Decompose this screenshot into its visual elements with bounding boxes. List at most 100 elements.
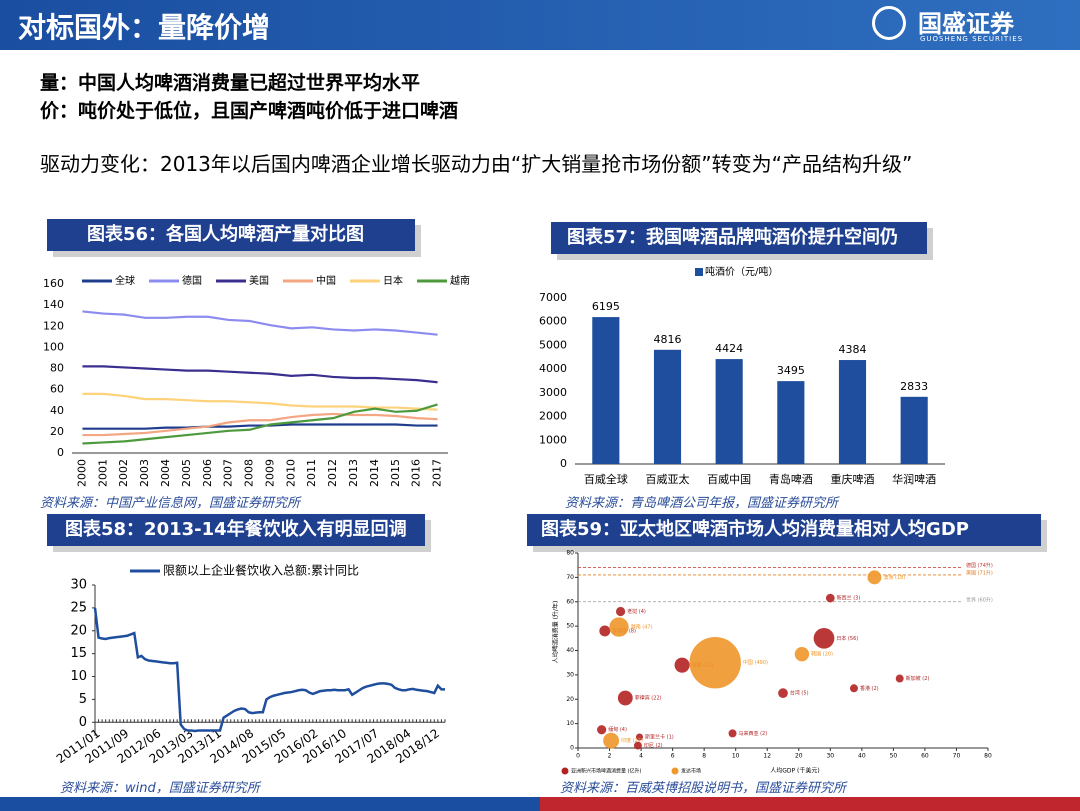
bubble-label: 新加坡 (2) — [906, 675, 930, 682]
series-line — [82, 423, 438, 430]
slide-title: 对标国外：量降价增 — [18, 11, 271, 44]
bubble — [615, 606, 626, 617]
bubble — [849, 684, 858, 693]
y-tick-label: 30 — [566, 671, 574, 678]
x-tick-label: 2003 — [138, 459, 151, 487]
x-axis-label: 人均GDP (千美元) — [770, 767, 819, 775]
point: 量：中国人均啤酒消费量已超过世界平均水平 — [40, 72, 421, 94]
y-tick-label: 40 — [566, 647, 574, 654]
legend-label: 日本 — [383, 274, 403, 287]
footer-bar — [0, 797, 1080, 811]
y-tick-label: 0 — [57, 446, 64, 459]
y-tick-label: 2000 — [539, 410, 567, 423]
x-tick-label: 2 — [608, 753, 612, 760]
x-tick-label: 6 — [671, 753, 675, 760]
bubble-label: 老挝 (4) — [627, 608, 646, 615]
x-tick-label: 40 — [858, 753, 866, 760]
x-tick-label: 12 — [763, 753, 771, 760]
x-tick-label: 2013 — [347, 459, 360, 487]
x-tick-label: 30 — [826, 753, 834, 760]
y-tick-label: 40 — [50, 404, 64, 417]
y-tick-label: 5000 — [539, 338, 567, 351]
x-tick-label: 50 — [890, 753, 898, 760]
legend-label: 限额以上企业餐饮收入总额:累计同比 — [163, 563, 359, 578]
source: 资料来源：wind，国盛证券研究所 — [60, 781, 260, 796]
x-tick-label: 2005 — [180, 459, 193, 487]
y-tick-label: 5 — [79, 692, 87, 707]
y-tick-label: 7000 — [539, 291, 567, 304]
legend-label: 吨酒价（元/吨） — [705, 265, 778, 278]
x-tick-label: 2002 — [117, 459, 130, 487]
series-line — [82, 310, 438, 336]
logo-en: GUOSHENG SECURITIES — [920, 35, 1024, 43]
bubble — [599, 625, 611, 637]
legend-label: 发达市场 — [681, 768, 701, 775]
x-tick-label: 2009 — [263, 459, 276, 487]
bubble-label: 印度 (27) — [621, 737, 643, 744]
x-tick-label: 2000 — [75, 459, 88, 487]
legend-swatch — [671, 767, 679, 775]
point: 驱动力变化：2013年以后国内啤酒企业增长驱动力由“扩大销量抢市场份额”转变为“… — [40, 152, 913, 176]
bubble — [825, 593, 835, 603]
y-tick-label: 25 — [70, 600, 87, 615]
y-tick-label: 0 — [79, 715, 87, 730]
x-tick-label: 70 — [953, 753, 961, 760]
y-tick-label: 10 — [566, 720, 574, 727]
legend-label: 全球 — [115, 274, 135, 287]
y-tick-label: 160 — [43, 277, 64, 290]
source: 资料来源：青岛啤酒公司年报，国盛证券研究所 — [565, 496, 839, 511]
bubble — [794, 646, 810, 662]
y-tick-label: 15 — [70, 646, 87, 661]
x-tick-label: 2001 — [96, 459, 109, 487]
y-tick-label: 3000 — [539, 386, 567, 399]
x-tick-label: 百威中国 — [707, 473, 751, 486]
x-tick-label: 2007 — [222, 459, 235, 487]
bubble — [597, 725, 607, 735]
bubble — [867, 570, 882, 585]
chart-title: 图表59：亚太地区啤酒市场人均消费量相对人均GDP — [527, 514, 1041, 546]
y-tick-label: 80 — [50, 362, 64, 375]
bar — [715, 359, 743, 464]
bubble-label: 韩国 (20) — [811, 651, 833, 658]
series-line — [82, 403, 438, 445]
bubble — [635, 733, 644, 741]
reference-label: 美国 (71升) — [966, 569, 993, 576]
x-tick-label: 重庆啤酒 — [831, 472, 875, 486]
bubble — [778, 688, 788, 699]
y-tick-label: 100 — [43, 340, 64, 353]
bar — [592, 317, 620, 464]
chart-title: 图表56：各国人均啤酒产量对比图 — [47, 219, 415, 251]
legend-label: 中国 — [316, 274, 336, 287]
x-tick-label: 2011 — [305, 459, 318, 487]
y-tick-label: 30 — [70, 578, 87, 593]
legend-label: 越南 — [450, 274, 470, 287]
bubble — [674, 657, 690, 673]
y-tick-label: 50 — [566, 623, 574, 630]
source: 资料来源：中国产业信息网，国盛证券研究所 — [40, 496, 301, 511]
series-line — [93, 607, 445, 733]
series-line — [82, 392, 438, 411]
value-label: 6195 — [592, 300, 620, 313]
y-tick-label: 20 — [566, 696, 574, 703]
y-tick-label: 60 — [50, 383, 64, 396]
bubble-label: 越南 (47) — [631, 624, 653, 631]
bubble — [895, 674, 904, 683]
bubble — [609, 617, 629, 637]
legend-label: 亚洲新兴市场啤酒消费量 (亿升) — [571, 768, 642, 775]
y-axis-label: 人均啤酒消费量 (升/年) — [552, 601, 560, 664]
x-tick-label: 8 — [702, 753, 706, 760]
bubble — [603, 732, 620, 749]
logo-text: 国盛证券 — [918, 10, 1014, 38]
bubble-label: 菲律宾 (22) — [635, 695, 662, 702]
bubble — [617, 690, 633, 706]
bubble-label: 马来西亚 (2) — [739, 730, 768, 737]
y-tick-label: 20 — [70, 623, 87, 638]
x-tick-label: 2010 — [284, 459, 297, 487]
bubble-label: 缅甸 (4) — [608, 726, 627, 733]
source: 资料来源：百威英博招股说明书，国盛证券研究所 — [560, 781, 847, 796]
y-tick-label: 6000 — [539, 315, 567, 328]
value-label: 2833 — [900, 380, 928, 393]
series-line — [82, 365, 438, 384]
